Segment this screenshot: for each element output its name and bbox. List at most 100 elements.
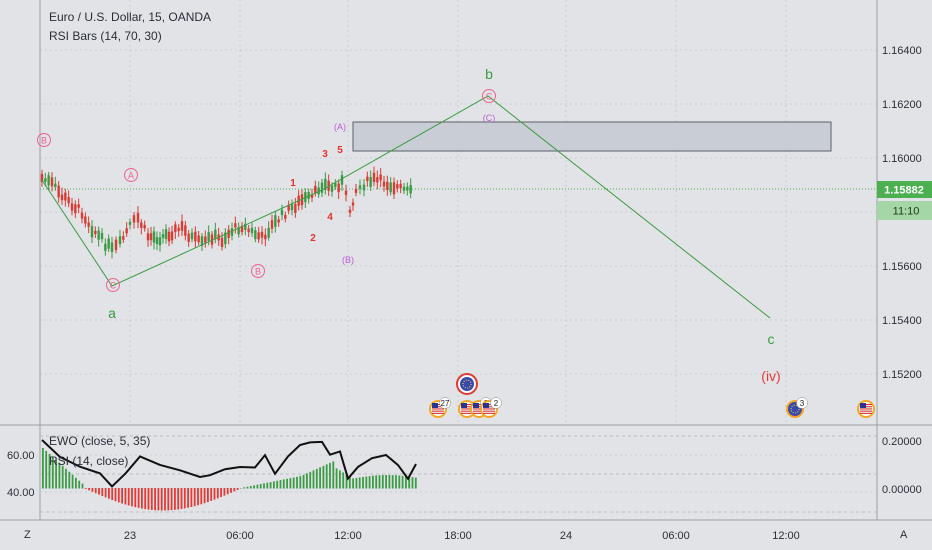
eu-event-icon[interactable]	[460, 377, 474, 391]
countdown-label: 11:10	[893, 206, 920, 218]
time-tick-label: 06:00	[226, 530, 254, 542]
time-tick-label: 24	[560, 530, 572, 542]
candle-body	[284, 214, 287, 219]
ewo-bar	[365, 476, 368, 489]
us-event-icon-stripe	[860, 412, 872, 414]
ewo-bar	[160, 488, 163, 511]
ewo-bar	[104, 488, 107, 498]
us-event-icon-stripe	[461, 410, 473, 412]
price-axis-ticks: 1.164001.162001.160001.158001.156001.154…	[882, 45, 922, 381]
rsi-tick-label: 40.00	[7, 487, 35, 499]
candle-body	[77, 204, 80, 208]
us-event-icon-stripe	[432, 410, 444, 412]
candle-body	[70, 203, 74, 211]
candle-body	[74, 204, 77, 214]
wave-label-minor: 5	[337, 145, 343, 156]
ewo-bar	[101, 488, 104, 497]
resistance-zone[interactable]	[352, 121, 832, 152]
ewo-bar	[45, 450, 48, 489]
ewo-bar	[309, 471, 312, 489]
candle-body	[158, 237, 162, 246]
ewo-bar	[147, 488, 150, 510]
candle-body	[210, 234, 214, 245]
price-tick-label: 1.16200	[882, 99, 922, 111]
ewo-bar	[414, 477, 417, 489]
ewo-bar	[193, 488, 196, 507]
candle-body	[314, 185, 317, 194]
economic-events[interactable]: 27223	[429, 373, 875, 418]
ewo-bar	[220, 488, 222, 498]
ewo-bar	[180, 488, 183, 509]
us-event-icon-count: 2	[494, 399, 499, 408]
eu-stars-icon	[462, 379, 472, 389]
wave-label-C-top-ring	[482, 89, 496, 103]
price-grid	[40, 0, 877, 425]
indicator-legend[interactable]: RSI Bars (14, 70, 30)	[49, 29, 162, 43]
rsi-tick-label: 60.00	[7, 450, 35, 462]
candle-body	[214, 229, 217, 240]
ewo-bar	[124, 488, 127, 505]
wave-label-A: A	[128, 171, 134, 181]
price-axis[interactable]	[877, 0, 932, 520]
candle-body	[60, 194, 64, 201]
time-axis-zoom-button[interactable]: Z	[24, 529, 31, 541]
ewo-bar	[299, 476, 302, 489]
candle-body	[307, 191, 310, 200]
candle-body	[125, 228, 128, 234]
candle-body	[207, 232, 210, 241]
ewo-bar	[372, 475, 374, 489]
ewo-bar	[332, 461, 335, 489]
candle-body	[197, 235, 200, 243]
ewo-bar	[154, 488, 156, 511]
ewo-bar	[378, 475, 381, 489]
candle-body	[294, 203, 297, 213]
ewo-bar	[137, 488, 140, 508]
wave-label-C-top: C	[486, 92, 493, 102]
candle-body	[280, 209, 284, 216]
ewo-bar	[190, 488, 193, 507]
candle-body	[244, 223, 247, 230]
candle-body	[40, 173, 44, 182]
wave-label-paren: (B)	[342, 255, 354, 265]
us-event-icon-badge	[490, 397, 502, 409]
candle-body	[277, 219, 280, 223]
ewo-bar	[381, 475, 384, 489]
price-tick-label: 1.15200	[882, 369, 922, 381]
ewo-legend[interactable]: EWO (close, 5, 35)	[49, 434, 150, 448]
ewo-bar	[197, 488, 199, 506]
ewo-bar	[233, 488, 236, 492]
ewo-bar	[408, 476, 411, 489]
ewo-bar	[325, 464, 328, 489]
ewo-bar	[216, 488, 219, 499]
candle-body	[264, 234, 267, 240]
eu-event-count: 3	[800, 399, 805, 408]
candle-body	[237, 227, 240, 235]
candle-body	[220, 237, 224, 248]
wave-label-primary: b	[485, 66, 493, 82]
ewo-bar	[273, 481, 275, 489]
candle-body	[227, 229, 230, 238]
ewo-bar	[134, 488, 137, 508]
candle-body	[317, 187, 320, 195]
us-event-icon-stripe	[483, 408, 495, 410]
ewo-bar	[355, 477, 358, 489]
candle-body	[161, 234, 165, 238]
candle-body	[84, 216, 87, 224]
rsi-legend[interactable]: RSI (14, close)	[49, 454, 128, 468]
candle-body	[382, 181, 386, 187]
us-event-icon-stripe	[860, 410, 872, 412]
candle-body	[362, 184, 366, 191]
us-event-icon-canton	[461, 403, 467, 408]
ewo-bar	[68, 471, 71, 489]
us-event-icon-stripe	[483, 410, 495, 412]
us-event-icon-canton	[483, 403, 489, 408]
symbol-title[interactable]: Euro / U.S. Dollar, 15, OANDA	[49, 10, 212, 24]
ewo-bar	[259, 484, 262, 489]
candle-body	[396, 184, 399, 189]
auto-scale-button[interactable]: A	[900, 529, 908, 541]
time-tick-label: 06:00	[662, 530, 690, 542]
ewo-bar	[296, 476, 298, 489]
candle-body	[372, 172, 376, 182]
ewo-bar	[117, 488, 120, 503]
